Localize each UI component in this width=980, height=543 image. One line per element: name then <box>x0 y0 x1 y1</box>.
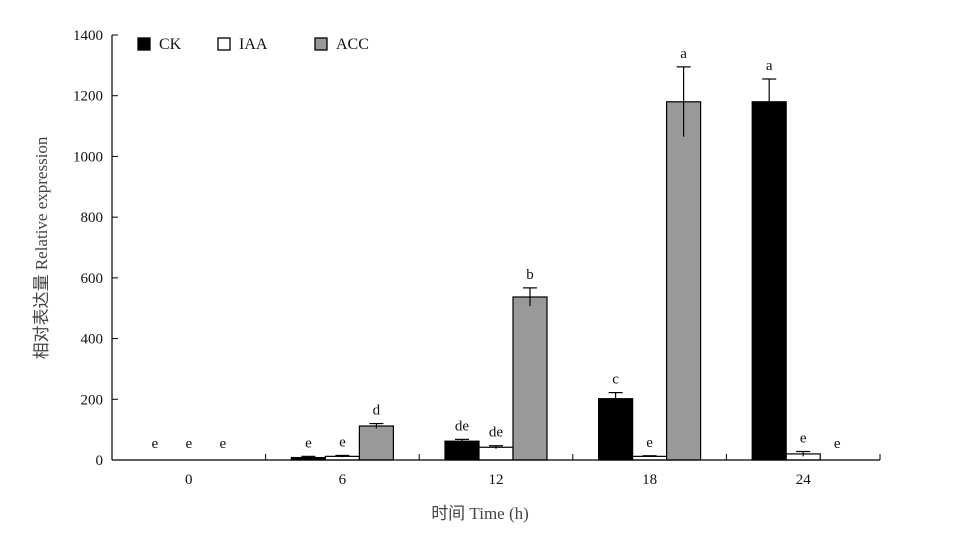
legend-label-iaa: IAA <box>239 36 268 53</box>
bar-ck-24 <box>751 101 787 461</box>
legend-swatch-ck <box>137 37 151 51</box>
x-axis-ticks: 0 6 12 18 24 <box>111 454 881 488</box>
y-tick-label: 200 <box>81 392 104 408</box>
x-tick-label: 24 <box>796 472 812 488</box>
x-tick-label: 6 <box>339 472 347 488</box>
bar-ck-18 <box>597 398 634 461</box>
y-tick-label: 400 <box>81 332 104 348</box>
significance-letter: a <box>766 58 773 74</box>
y-tick-label: 1000 <box>73 149 103 165</box>
legend-label-ck: CK <box>159 36 182 53</box>
significance-letter: e <box>339 434 346 450</box>
significance-letter: e <box>834 436 841 452</box>
x-tick-label: 0 <box>185 472 193 488</box>
significance-letter: a <box>680 46 687 62</box>
y-tick-label: 1200 <box>73 89 103 105</box>
significance-letter: de <box>489 425 504 441</box>
significance-letter: e <box>800 431 807 447</box>
x-tick-label: 12 <box>489 472 504 488</box>
bar-series-group <box>290 101 821 461</box>
legend: CK IAA ACC <box>137 36 369 53</box>
y-tick-label: 600 <box>81 271 104 287</box>
significance-letter: e <box>151 436 158 452</box>
y-tick-label: 800 <box>81 210 104 226</box>
significance-letter: e <box>646 435 653 451</box>
bar-iaa-12 <box>478 446 514 461</box>
bar-acc-6 <box>358 425 394 461</box>
y-tick-label: 0 <box>96 453 104 469</box>
y-axis-ticks: 0 200 400 600 800 1000 1200 1400 <box>73 28 118 469</box>
bar-ck-12 <box>444 440 480 461</box>
significance-letter: e <box>305 435 312 451</box>
legend-swatch-acc <box>314 37 328 51</box>
y-tick-label: 1400 <box>73 28 103 44</box>
legend-swatch-iaa <box>217 37 231 51</box>
bar-acc-18 <box>665 101 702 461</box>
significance-letter: e <box>219 436 226 452</box>
axes <box>111 35 880 461</box>
x-axis-label: 时间 Time (h) <box>431 504 529 523</box>
y-axis-label: 相对表达量 Relative expression <box>32 136 51 359</box>
significance-letter: de <box>455 418 470 434</box>
significance-letter: b <box>526 267 534 283</box>
x-tick-label: 18 <box>642 472 657 488</box>
significance-letters-group: e e de c a e e de e e e d b a e <box>151 46 840 452</box>
legend-label-acc: ACC <box>336 36 369 53</box>
error-bars-group <box>301 66 811 459</box>
significance-letter: d <box>373 403 381 419</box>
significance-letter: e <box>185 436 192 452</box>
significance-letter: c <box>612 372 619 388</box>
bar-acc-12 <box>512 296 548 461</box>
